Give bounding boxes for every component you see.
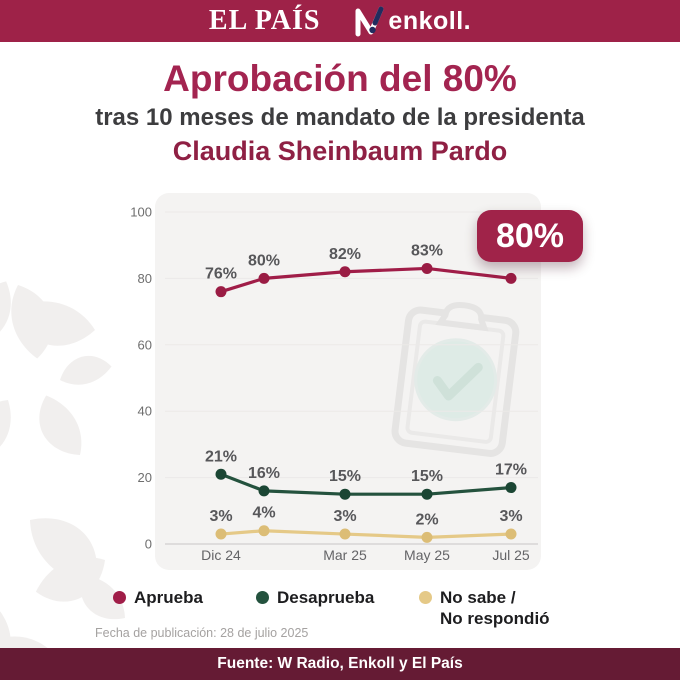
highlight-badge: 80% bbox=[477, 210, 583, 262]
legend-item-nosabe: No sabe / No respondió bbox=[419, 587, 550, 630]
series-2-point-0 bbox=[215, 528, 227, 540]
series-0-label-3: 83% bbox=[411, 242, 443, 259]
enkoll-logo: enkoll. bbox=[354, 5, 471, 37]
legend-label-nosabe: No sabe / No respondió bbox=[440, 588, 550, 629]
x-tick-mar-25: Mar 25 bbox=[323, 547, 367, 563]
y-tick-20: 20 bbox=[138, 470, 152, 485]
series-1-point-2 bbox=[339, 488, 351, 500]
series-1-point-3 bbox=[421, 488, 433, 500]
x-tick-dic-24: Dic 24 bbox=[201, 547, 241, 563]
legend-label-desaprueba: Desaprueba bbox=[277, 588, 375, 607]
legend-item-aprueba: Aprueba bbox=[113, 587, 203, 608]
series-2-label-3: 2% bbox=[415, 511, 438, 528]
page-title: Aprobación del 80% bbox=[163, 58, 517, 99]
series-0-point-2 bbox=[339, 266, 351, 278]
series-0-label-0: 76% bbox=[205, 266, 237, 283]
publication-date: Fecha de publicación: 28 de julio 2025 bbox=[95, 626, 309, 640]
series-2-label-0: 3% bbox=[209, 508, 232, 525]
series-1-label-0: 21% bbox=[205, 448, 237, 465]
series-1-point-0 bbox=[215, 468, 227, 480]
footer-bar: Fuente: W Radio, Enkoll y El País bbox=[0, 648, 680, 680]
series-0-label-2: 82% bbox=[329, 246, 361, 263]
y-tick-80: 80 bbox=[138, 271, 152, 286]
source-text: Fuente: W Radio, Enkoll y El País bbox=[217, 655, 463, 672]
series-2-label-2: 3% bbox=[333, 508, 356, 525]
series-0-point-4 bbox=[505, 272, 517, 284]
series-2-point-3 bbox=[421, 531, 433, 543]
y-tick-60: 60 bbox=[138, 337, 152, 352]
enkoll-wordmark: enkoll. bbox=[388, 6, 472, 35]
series-2-label-4: 3% bbox=[499, 508, 522, 525]
series-1-label-1: 16% bbox=[248, 465, 280, 482]
legend-dot-nosabe bbox=[419, 591, 432, 604]
legend-item-desaprueba: Desaprueba bbox=[256, 587, 374, 608]
president-name: Claudia Sheinbaum Pardo bbox=[172, 136, 508, 167]
series-2-point-2 bbox=[339, 528, 351, 540]
legend-label-aprueba: Aprueba bbox=[134, 588, 203, 607]
series-1-point-1 bbox=[258, 485, 270, 497]
series-2-point-1 bbox=[258, 525, 270, 537]
series-1-label-3: 15% bbox=[411, 468, 443, 485]
series-2-label-1: 4% bbox=[252, 505, 275, 522]
legend-dot-desaprueba bbox=[256, 591, 269, 604]
elpais-logo: EL PAÍS bbox=[208, 5, 321, 36]
y-tick-40: 40 bbox=[138, 404, 152, 419]
series-1-point-4 bbox=[505, 482, 517, 494]
header-bar: EL PAÍS enkoll. bbox=[0, 0, 680, 42]
legend-dot-aprueba bbox=[113, 591, 126, 604]
clipboard-check-watermark-icon bbox=[391, 301, 520, 457]
x-tick-jul-25: Jul 25 bbox=[492, 547, 530, 563]
page-subtitle: tras 10 meses de mandato de la president… bbox=[95, 103, 585, 131]
series-1-label-4: 17% bbox=[495, 462, 527, 479]
series-2-point-4 bbox=[505, 528, 517, 540]
series-0-label-1: 80% bbox=[248, 252, 280, 269]
line-chart: 0 20 40 60 80 100 Dic 24 Mar 25 May 25 Jul 25 76% 8… bbox=[130, 205, 538, 563]
y-tick-0: 0 bbox=[145, 537, 152, 552]
series-0-point-3 bbox=[421, 262, 433, 274]
series-1-label-2: 15% bbox=[329, 468, 361, 485]
x-tick-may-25: May 25 bbox=[404, 547, 450, 563]
y-tick-100: 100 bbox=[130, 205, 152, 220]
series-0-point-0 bbox=[215, 286, 227, 298]
enkoll-mark-icon bbox=[355, 6, 384, 37]
title-block: Aprobación del 80% tras 10 meses de mand… bbox=[0, 58, 680, 168]
series-0-point-1 bbox=[258, 272, 270, 284]
